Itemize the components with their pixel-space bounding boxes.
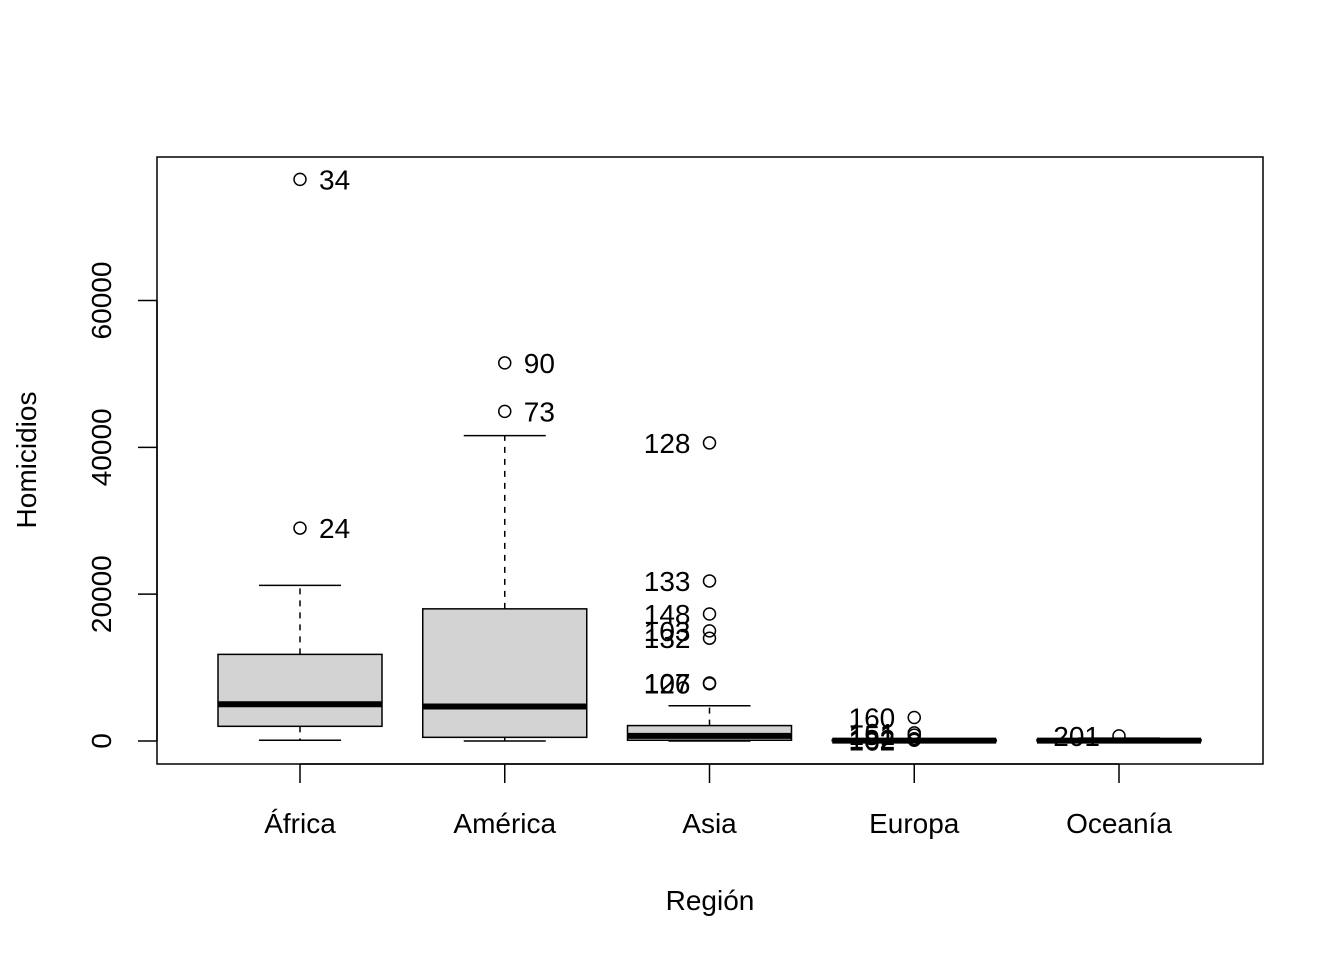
outlier-label: 201	[1053, 721, 1100, 752]
outlier-point	[907, 728, 921, 742]
outlier-point	[702, 574, 717, 588]
iqr-box	[217, 653, 383, 728]
y-tick-label: 20000	[86, 555, 117, 633]
outlier-label: 132	[644, 623, 691, 654]
outlier-label: 90	[524, 348, 555, 379]
box-group-0: 34 24	[217, 164, 383, 742]
outlier-label: 73	[524, 396, 555, 427]
x-tick-label: Europa	[869, 808, 960, 839]
x-tick-label: África	[264, 808, 336, 839]
x-axis: África América Asia Europa Oceanía	[264, 763, 1172, 839]
outlier-point	[498, 404, 512, 419]
outlier-label: 103	[644, 616, 691, 647]
outlier-label: 161	[849, 718, 896, 749]
box-group-1: 90 73	[422, 348, 588, 742]
x-axis-label: Región	[666, 885, 755, 916]
y-axis-label: Homicidios	[11, 392, 42, 529]
outlier-point	[907, 733, 921, 748]
outlier-point	[702, 631, 717, 645]
y-tick-label: 40000	[86, 408, 117, 486]
outlier-label: 126	[644, 669, 691, 700]
outlier-label: 151	[849, 720, 896, 751]
outlier-label: 24	[319, 513, 350, 544]
outlier-label: 162	[849, 725, 896, 756]
outlier-point	[907, 710, 921, 725]
outlier-point	[293, 521, 307, 535]
outlier-label: 128	[644, 428, 691, 459]
y-tick-label: 0	[86, 733, 117, 749]
iqr-box	[422, 608, 588, 739]
outlier-point	[293, 172, 307, 187]
outlier-point	[702, 436, 717, 450]
x-tick-label: Oceanía	[1066, 808, 1172, 839]
outlier-point	[702, 624, 717, 638]
y-axis: 0 20000 40000 60000	[86, 262, 158, 749]
outlier-point	[702, 607, 717, 621]
x-tick-label: América	[453, 808, 556, 839]
outlier-label: 34	[319, 164, 350, 195]
outlier-label: 148	[644, 599, 691, 630]
outlier-label: 107	[644, 668, 691, 699]
outlier-label: 160	[849, 703, 896, 734]
outlier-label: 182	[849, 724, 896, 755]
outlier-point	[702, 676, 717, 691]
y-tick-label: 60000	[86, 262, 117, 340]
outlier-label: 133	[644, 566, 691, 597]
outlier-point	[1112, 729, 1126, 743]
x-tick-label: Asia	[682, 808, 737, 839]
outlier-point	[498, 356, 512, 370]
box-group-4: 201	[1036, 721, 1202, 752]
